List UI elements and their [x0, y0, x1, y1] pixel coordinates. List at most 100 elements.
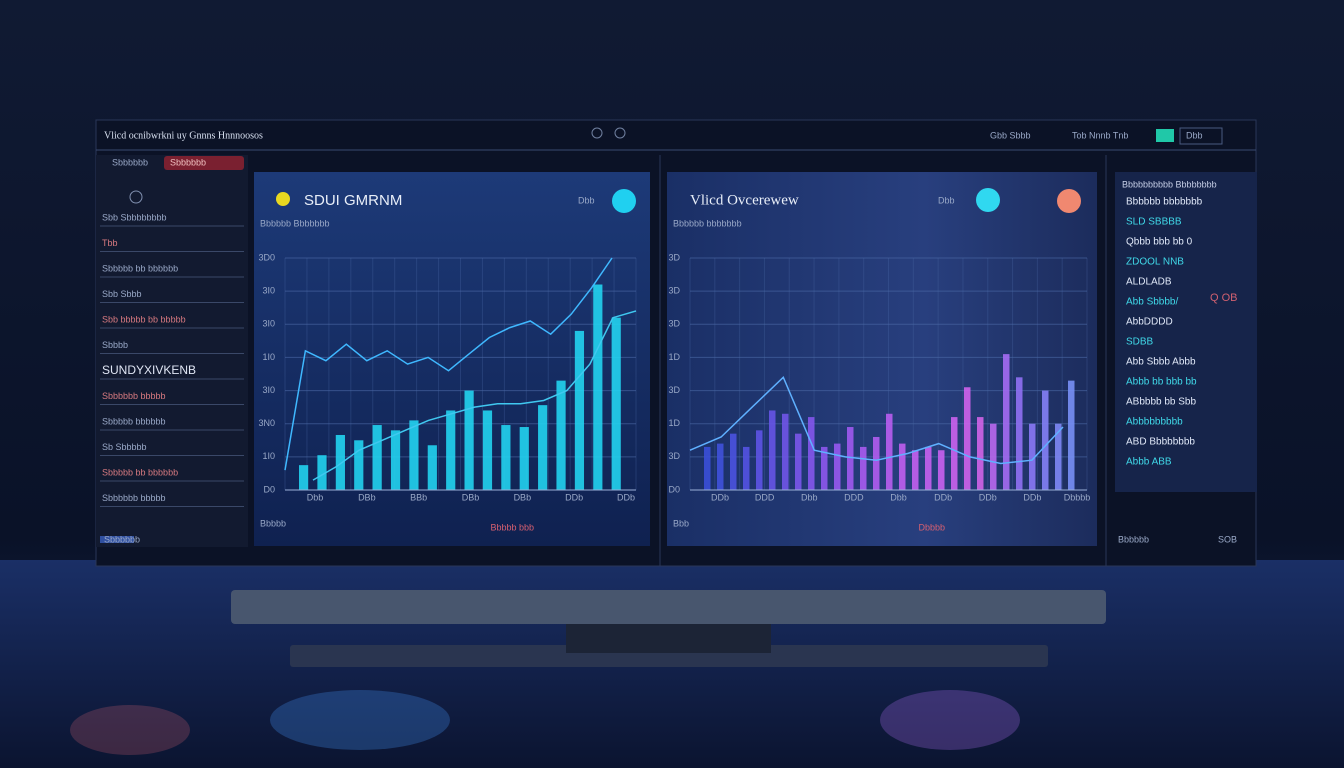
- bar: [717, 443, 724, 490]
- bar: [951, 417, 958, 490]
- x-tick-label: DDb: [565, 492, 583, 502]
- list-item: Bbbbbb bbbbbbb: [1126, 197, 1203, 208]
- bar: [1003, 354, 1010, 490]
- line: [284, 257, 613, 471]
- bar: [446, 410, 456, 490]
- bar: [519, 427, 529, 490]
- bar: [743, 446, 750, 490]
- bar: [464, 390, 474, 490]
- toggle[interactable]: [1156, 129, 1174, 142]
- y-tick-label: 3I0: [262, 286, 275, 296]
- chart-title: SDUI GMRNM: [304, 192, 402, 209]
- sidebar: [96, 155, 248, 547]
- list-item: Abbbbbbbbb: [1126, 417, 1183, 428]
- y-tick-label: 3I0: [262, 319, 275, 329]
- x-tick-label: DBb: [514, 492, 532, 502]
- bar: [390, 430, 401, 490]
- bar: [886, 413, 893, 490]
- bar: [1042, 390, 1049, 490]
- header-item[interactable]: Gbb Sbbb: [990, 130, 1031, 140]
- bar: [925, 446, 932, 490]
- sidebar-tab[interactable]: Sbbbbbb: [112, 157, 148, 167]
- bar: [834, 443, 841, 490]
- y-tick-label: 3D: [668, 286, 680, 296]
- list-item: AbbDDDD: [1126, 317, 1173, 328]
- stand-foot: [290, 645, 1048, 667]
- header-item[interactable]: Tob Nnnb Tnb: [1072, 130, 1128, 140]
- bar: [782, 413, 789, 490]
- sidebar-item: Sbb bbbbb bb bbbbb: [102, 314, 186, 324]
- reflection: [880, 690, 1020, 750]
- axis-note: Bbb: [673, 518, 689, 528]
- bar: [317, 455, 327, 490]
- list-item: ALDLADB: [1126, 277, 1172, 288]
- bar: [873, 436, 880, 490]
- stand-base: [231, 590, 1106, 624]
- icon[interactable]: [1057, 189, 1081, 213]
- icon[interactable]: [612, 189, 636, 213]
- bar: [299, 465, 309, 490]
- x-tick-label: DDD: [844, 492, 864, 502]
- y-tick-label: 3D: [668, 451, 680, 461]
- right-panel-title: Bbbbbbbbbb Bbbbbbbb: [1122, 179, 1217, 189]
- y-tick-label: 3D: [668, 252, 680, 262]
- chart-badge[interactable]: Dbb: [578, 195, 595, 205]
- bar: [1055, 423, 1062, 490]
- y-tick-label: 3D: [668, 385, 680, 395]
- right-panel: [1115, 172, 1257, 492]
- bar: [990, 423, 997, 490]
- sidebar-button[interactable]: Sbbbbbb: [170, 157, 206, 167]
- header-item[interactable]: Dbb: [1186, 130, 1203, 140]
- list-item: Abb Sbbbb/: [1126, 297, 1178, 308]
- x-tick-label: Dbbbb: [1064, 492, 1091, 502]
- sidebar-item: SUNDYXIVKENB: [102, 363, 196, 377]
- list-item: SDBB: [1126, 337, 1154, 348]
- x-tick-label: Dbb: [890, 492, 907, 502]
- sidebar-item: Sbbbbb bb bbbbbb: [102, 467, 178, 477]
- chart-subtitle: Bbbbbb bbbbbbb: [673, 218, 742, 228]
- bar: [977, 417, 984, 490]
- y-tick-label: 1I0: [262, 451, 275, 461]
- footer-right: SOB: [1218, 534, 1237, 544]
- sidebar-item: Sb Sbbbbb: [102, 442, 147, 452]
- chart-badge[interactable]: Dbb: [938, 195, 955, 205]
- icon[interactable]: [976, 188, 1000, 212]
- bar: [427, 445, 437, 490]
- sidebar-footer: Sbbbbbb: [104, 534, 140, 544]
- reflection: [270, 690, 450, 750]
- bar: [704, 446, 711, 490]
- x-tick-label: DBb: [462, 492, 480, 502]
- bar: [821, 446, 828, 490]
- list-item: Abbb bb bbb bb: [1126, 377, 1197, 388]
- y-tick-label: 3D0: [258, 252, 275, 262]
- sidebar-item: Sbbbb: [102, 340, 128, 350]
- bar: [795, 433, 802, 490]
- y-tick-label: D0: [668, 484, 680, 494]
- line: [689, 376, 1064, 465]
- chart-footer: Dbbbb: [919, 522, 946, 532]
- bar: [335, 434, 345, 490]
- sidebar-button-bg: [164, 156, 244, 170]
- bar: [611, 317, 621, 490]
- bar: [964, 387, 971, 490]
- sidebar-item: Sbb Sbbbbbbbb: [102, 212, 167, 222]
- bar: [593, 284, 603, 490]
- bar: [769, 410, 776, 490]
- list-item: ABbbbb bb Sbb: [1126, 397, 1196, 408]
- icon: [276, 192, 290, 206]
- sidebar-item: Sbbbbb bbbbbb: [102, 416, 166, 426]
- y-tick-label: D0: [263, 484, 275, 494]
- line: [312, 310, 637, 481]
- y-tick-label: 1D: [668, 418, 680, 428]
- footer-left: Bbbbbb: [1118, 534, 1149, 544]
- sidebar-item: Sbbbbbb bbbbb: [102, 493, 166, 503]
- chart-panel: [667, 172, 1097, 546]
- x-tick-label: Dbb: [801, 492, 818, 502]
- sidebar-footer-bg: [100, 536, 134, 543]
- right-panel-extra: Q OB: [1210, 292, 1238, 304]
- x-tick-label: DDb: [1023, 492, 1041, 502]
- y-tick-label: 3D: [668, 319, 680, 329]
- y-tick-label: 1I0: [262, 352, 275, 362]
- bar: [847, 427, 854, 490]
- x-tick-label: BBb: [410, 492, 427, 502]
